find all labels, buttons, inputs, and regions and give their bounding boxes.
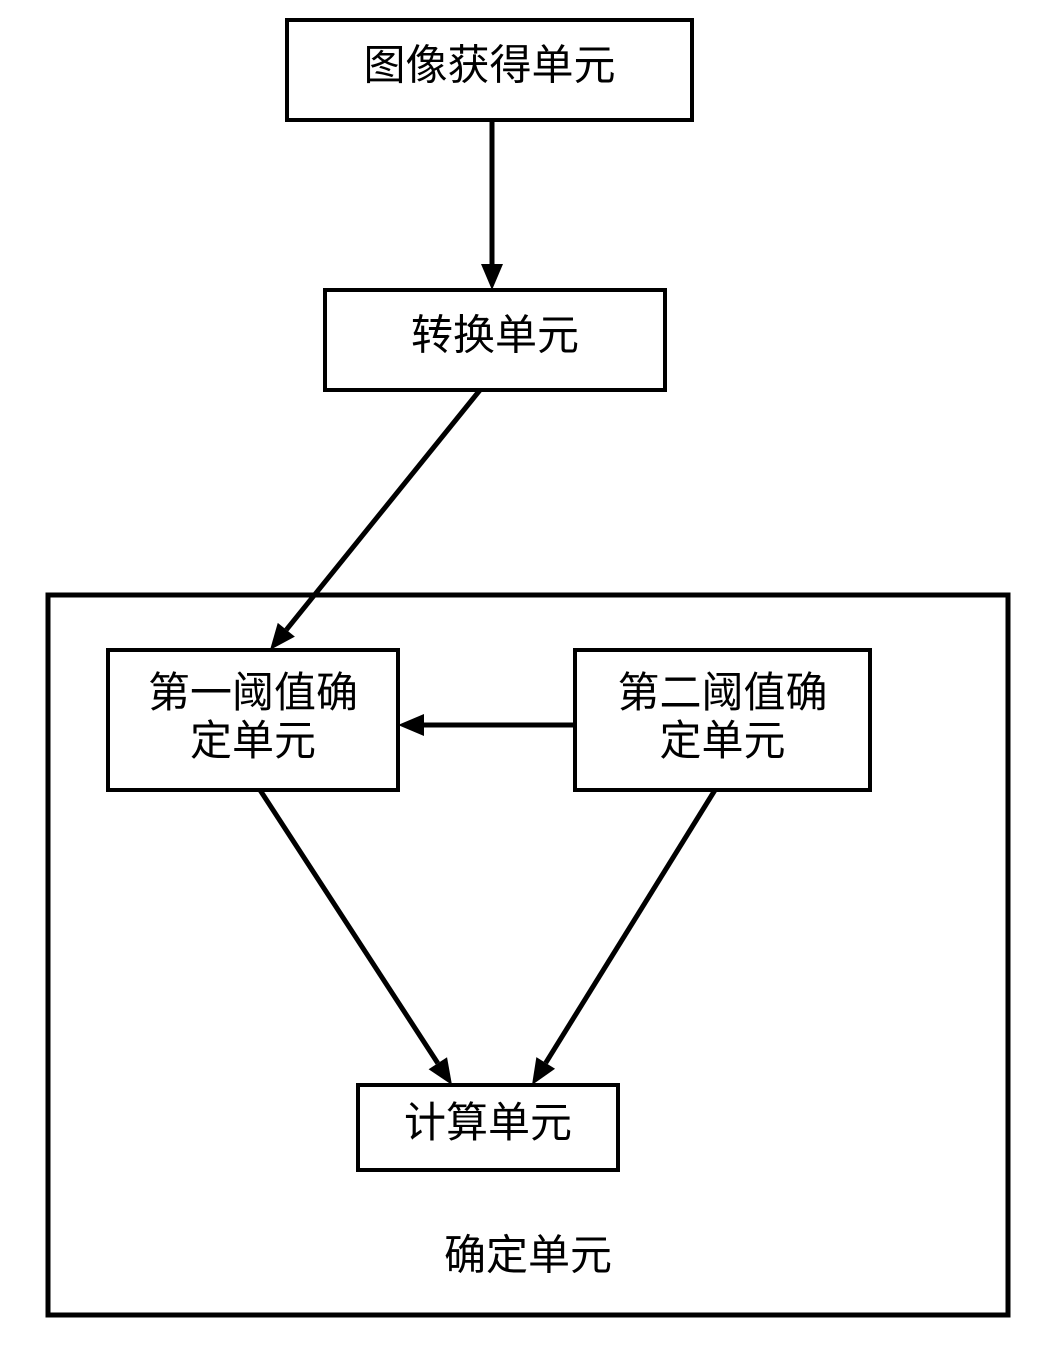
convert-label: 转换单元 [411, 314, 579, 360]
image_acq-label: 图像获得单元 [363, 44, 615, 90]
compute-label: 计算单元 [404, 1101, 572, 1147]
edge-image_acq-to-convert-head [481, 264, 503, 290]
flowchart-diagram: 图像获得单元转换单元第一阈值确定单元第二阈值确定单元计算单元确定单元 [0, 0, 1044, 1352]
determine-unit-label: 确定单元 [444, 1233, 612, 1280]
